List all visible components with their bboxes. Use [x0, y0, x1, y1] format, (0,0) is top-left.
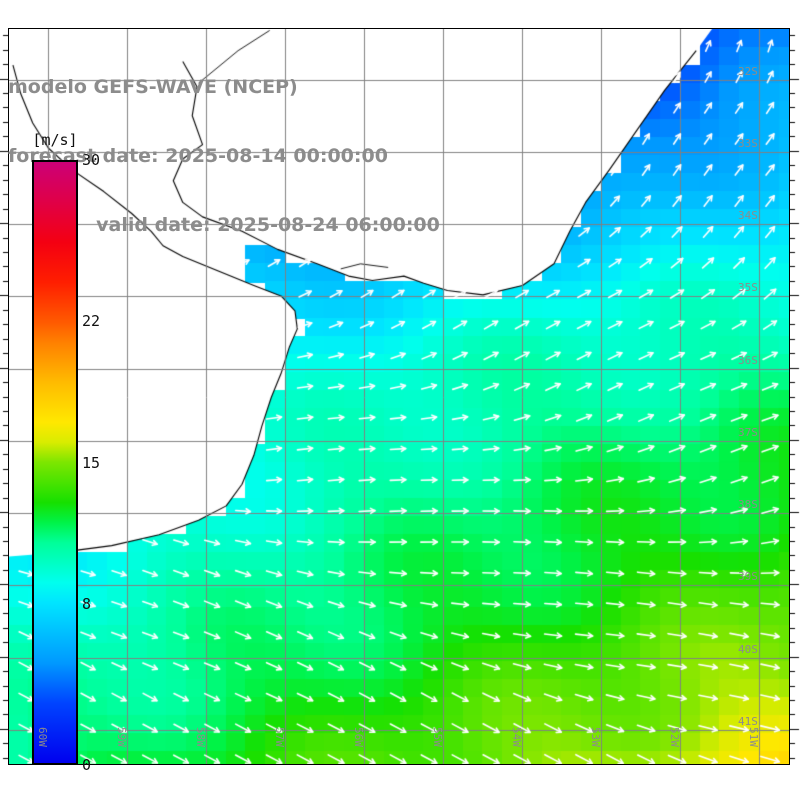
lon-label-56W: 56W: [352, 727, 366, 747]
lon-label-51W: 51W: [747, 727, 761, 747]
lon-label-55W: 55W: [431, 727, 445, 747]
lat-label-41S: 41S: [738, 714, 758, 728]
lat-label-33S: 33S: [738, 136, 758, 150]
wind-vector-layer: [9, 29, 789, 764]
colorbar-tick-30: 30: [82, 151, 101, 169]
lon-label-58W: 58W: [194, 727, 208, 747]
lat-label-35S: 35S: [738, 281, 758, 295]
lon-label-52W: 52W: [668, 727, 682, 747]
colorbar-gradient: [32, 160, 78, 765]
lon-label-57W: 57W: [273, 727, 287, 747]
lon-label-53W: 53W: [589, 727, 603, 747]
lon-label-54W: 54W: [510, 727, 524, 747]
colorbar-tick-22: 22: [82, 312, 101, 331]
lat-label-40S: 40S: [738, 642, 758, 656]
colorbar-tick-15: 15: [82, 453, 101, 472]
colorbar-unit-label: [m/s]: [32, 131, 78, 149]
lon-label-59W: 59W: [115, 727, 129, 747]
lat-label-37S: 37S: [738, 425, 758, 439]
lat-label-39S: 39S: [738, 570, 758, 584]
colorbar-tick-8: 8: [82, 594, 92, 613]
lat-label-38S: 38S: [738, 498, 758, 512]
lon-label-60W: 60W: [36, 727, 50, 747]
lat-label-36S: 36S: [738, 353, 758, 367]
colorbar-tick-0: 0: [82, 756, 92, 774]
lat-label-32S: 32S: [738, 64, 758, 78]
map-plot-area: [8, 28, 790, 765]
colorbar: [32, 160, 78, 765]
lat-label-34S: 34S: [738, 209, 758, 223]
